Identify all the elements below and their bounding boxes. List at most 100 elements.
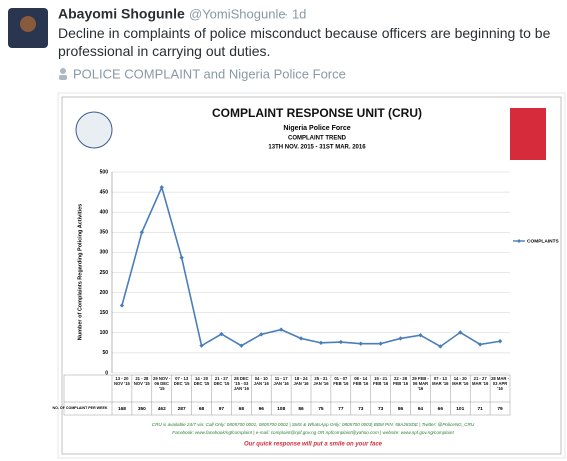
- x-tick-box: 21 - 27 DEC '15: [213, 376, 230, 386]
- x-tick-box: 29 NOV - 06 DEC '15: [153, 376, 171, 391]
- y-axis-label: Number of Complaints Regarding Policing …: [77, 204, 83, 340]
- x-tick-box: 22 - 28 FEB '16: [392, 376, 409, 386]
- x-tick-box: 07 - 13 DEC '15: [173, 376, 190, 386]
- x-tick-label: 21 - 27 DEC '15: [213, 376, 230, 386]
- table-value: 66: [438, 406, 444, 412]
- table-value: 79: [497, 406, 503, 412]
- x-tick-box: 25 - 31 JAN '16: [313, 376, 329, 386]
- data-point: [497, 339, 503, 344]
- data-point: [239, 343, 244, 348]
- series-line: [121, 184, 501, 348]
- table-value: 73: [378, 406, 384, 412]
- table-value: 68: [239, 406, 245, 412]
- table-value: 75: [318, 406, 324, 412]
- table-value: 86: [398, 406, 404, 412]
- x-tick-box: 18 - 24 JAN '16: [293, 376, 309, 386]
- y-tick-label: 500: [100, 169, 109, 175]
- table-value: 101: [456, 406, 464, 412]
- x-tick-box: 14 - 20 DEC '15: [193, 376, 210, 386]
- data-point: [438, 344, 443, 349]
- data-point: [458, 330, 463, 335]
- legend-label: COMPLAINTS: [527, 238, 560, 244]
- table-value: 168: [118, 406, 126, 412]
- chart-title: COMPLAINT RESPONSE UNIT (CRU): [212, 106, 422, 120]
- x-tick-label: 21 - 28 NOV '15: [133, 376, 150, 386]
- tagged-users[interactable]: POLICE COMPLAINT and Nigeria Police Forc…: [73, 66, 346, 81]
- tweet-text: Decline in complaints of police miscondu…: [58, 25, 551, 59]
- data-point: [278, 327, 284, 332]
- footer-line: Facebook: www.facebook/ngfcomplaint | e-…: [172, 430, 454, 435]
- chart-subtitle: 13TH NOV. 2015 - 31ST MAR. 2016: [268, 145, 366, 151]
- x-tick-box: 15 - 21 FEB '16: [373, 376, 389, 386]
- data-point: [378, 341, 383, 346]
- table-value: 96: [259, 406, 265, 412]
- data-point: [259, 332, 264, 337]
- police-logo: [75, 111, 113, 149]
- data-point: [199, 343, 204, 348]
- chart-subtitle: Nigeria Police Force: [283, 125, 350, 132]
- x-tick-label: 22 - 28 FEB '16: [392, 376, 409, 386]
- user-handle[interactable]: @YomiShogunle: [189, 6, 286, 21]
- data-point: [119, 303, 125, 308]
- table-value: 108: [277, 406, 285, 412]
- x-tick-label: 04 - 10 JAN '16: [253, 376, 269, 386]
- data-point: [219, 331, 224, 337]
- y-tick-label: 400: [100, 210, 109, 216]
- legend-marker: [517, 239, 521, 243]
- x-tick-box: 04 - 10 JAN '16: [253, 376, 269, 386]
- x-tick-box: 14 - 20 MAR '16: [452, 376, 468, 386]
- y-tick-label: 100: [100, 330, 109, 336]
- tweet-time[interactable]: · 1d: [284, 6, 306, 21]
- x-tick-label: 14 - 20 DEC '15: [193, 376, 210, 386]
- data-point: [358, 341, 363, 346]
- y-tick-label: 250: [100, 270, 109, 276]
- x-tick-box: 08 - 14 FEB '16: [353, 376, 369, 386]
- x-tick-label: 08 - 14 FEB '16: [353, 376, 369, 386]
- x-tick-label: 13 - 20 NOV '15: [113, 376, 130, 386]
- x-tick-box: 21 - 28 NOV '15: [133, 376, 150, 386]
- x-tick-label: 18 - 24 JAN '16: [293, 376, 309, 386]
- x-tick-label: 07 - 13 DEC '15: [173, 376, 190, 386]
- table-label: NO. OF COMPLAINT PER WEEK: [53, 406, 108, 410]
- data-table: [63, 374, 511, 416]
- table-value: 350: [138, 406, 146, 412]
- table-value: 94: [418, 406, 424, 412]
- y-tick-label: 50: [102, 350, 108, 356]
- table-value: 68: [199, 406, 205, 412]
- table-value: 77: [338, 406, 344, 412]
- table-value: 462: [158, 406, 166, 412]
- media-image[interactable]: [57, 92, 566, 459]
- x-tick-label: 28 DEC '15 - 03 JAN '16: [233, 376, 249, 391]
- y-tick-label: 300: [100, 250, 109, 256]
- y-tick-label: 200: [100, 290, 109, 296]
- x-tick-box: 07 - 13 MAR '16: [432, 376, 449, 386]
- data-point: [418, 333, 423, 338]
- y-tick-label: 450: [100, 189, 109, 195]
- table-value: 73: [358, 406, 364, 412]
- x-tick-box: 28 DEC '15 - 03 JAN '16: [233, 376, 249, 391]
- x-tick-label: 11 - 17 JAN '16: [273, 376, 289, 386]
- user-name[interactable]: Abayomi Shogunle: [58, 6, 185, 22]
- x-tick-label: 29 NOV - 06 DEC '15: [153, 376, 171, 391]
- person-icon-body: [59, 75, 67, 80]
- x-tick-box: 11 - 17 JAN '16: [273, 376, 289, 386]
- x-tick-label: 21 - 27 MAR '16: [471, 376, 489, 386]
- x-tick-label: 15 - 21 FEB '16: [373, 376, 389, 386]
- avatar-face: [20, 16, 36, 32]
- chart-subtitle: COMPLAINT TREND: [288, 136, 347, 142]
- data-point: [318, 340, 324, 346]
- y-tick-label: 0: [105, 370, 108, 376]
- x-tick-label: 07 - 13 MAR '16: [432, 376, 449, 386]
- x-tick-box: 01 - 07 FEB '16: [333, 376, 349, 386]
- x-tick-label: 01 - 07 FEB '16: [333, 376, 349, 386]
- table-value: 71: [477, 406, 483, 412]
- x-tick-label: 28 MAR - 03 APR '16: [491, 376, 509, 391]
- x-tick-box: 13 - 20 NOV '15: [113, 376, 130, 386]
- y-tick-label: 150: [100, 310, 109, 316]
- data-point: [139, 230, 145, 235]
- person-icon: [60, 68, 66, 74]
- x-tick-label: 25 - 31 JAN '16: [313, 376, 329, 386]
- footer-slogan: Our quick response will put a smile on y…: [244, 442, 383, 448]
- x-tick-box: 29 FEB - 06 MAR '16: [412, 376, 429, 391]
